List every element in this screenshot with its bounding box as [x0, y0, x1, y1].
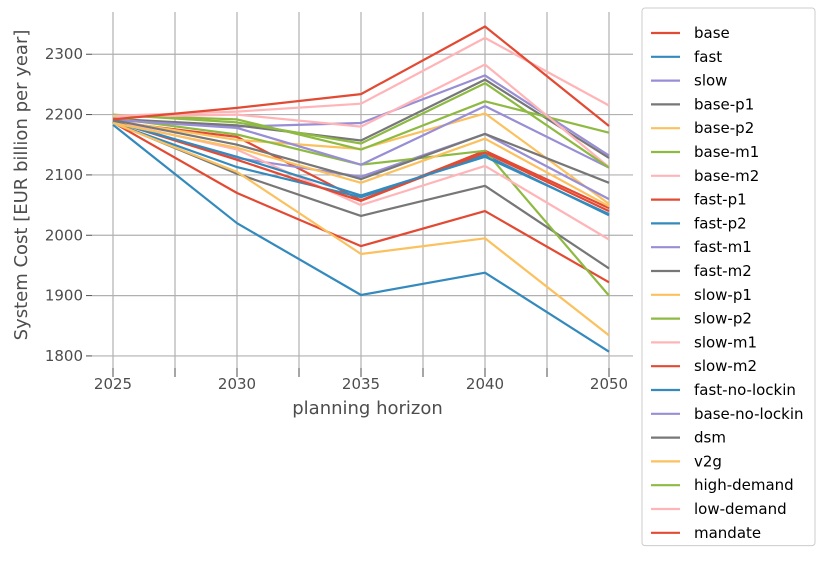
y-tick-label: 2200 [45, 106, 83, 124]
series-line-base-p1 [112, 78, 610, 159]
legend-label-slow-p1: slow-p1 [694, 286, 752, 304]
legend-label-fast-p1: fast-p1 [694, 191, 747, 209]
legend-label-slow: slow [694, 72, 727, 90]
axes: 2025 2030 2035 2040 2050 1800 1900 2000 2100 220… [11, 30, 628, 419]
y-tick-label: 2100 [45, 166, 83, 184]
series-line-fast-no-lockin [112, 120, 610, 216]
legend-label-fast: fast [694, 48, 722, 66]
legend-label-high-demand: high-demand [694, 476, 794, 494]
series-line-dsm [112, 118, 610, 184]
legend-box [641, 7, 816, 547]
legend-label-v2g: v2g [694, 452, 722, 470]
legend-label-base-no-lockin: base-no-lockin [694, 405, 804, 423]
legend-label-mandate: mandate [694, 524, 761, 542]
series-line-base-m2 [112, 63, 610, 168]
series-line-fast-p1 [112, 121, 610, 284]
y-tick-label: 2300 [45, 45, 83, 63]
x-axis-ticks: 2025 2030 2035 2040 2050 [94, 368, 628, 393]
legend-label-low-demand: low-demand [694, 500, 787, 518]
legend-label-base-m1: base-m1 [694, 143, 759, 161]
legend-label-fast-no-lockin: fast-no-lockin [694, 381, 796, 399]
series-line-fast [112, 123, 610, 353]
legend-label-slow-m2: slow-m2 [694, 357, 757, 375]
legend-label-fast-p2: fast-p2 [694, 214, 747, 232]
legend-label-base-p2: base-p2 [694, 119, 754, 137]
legend-label-slow-p2: slow-p2 [694, 310, 752, 328]
y-axis-label: System Cost [EUR billion per year] [11, 30, 32, 341]
x-tick-label: 2050 [590, 375, 628, 393]
x-axis-label: planning horizon [292, 398, 443, 419]
series-line-high-demand [112, 82, 610, 169]
legend-label-base-p1: base-p1 [694, 95, 754, 113]
y-tick-label: 2000 [45, 226, 83, 244]
legend-label-dsm: dsm [694, 429, 726, 447]
x-tick-label: 2035 [342, 375, 380, 393]
x-tick-label: 2025 [94, 375, 132, 393]
legend-label-fast-m1: fast-m1 [694, 238, 752, 256]
y-tick-label: 1900 [45, 287, 83, 305]
series-line-slow-m2 [112, 120, 610, 213]
x-tick-label: 2040 [466, 375, 504, 393]
legend-label-base-m2: base-m2 [694, 167, 759, 185]
x-tick-label: 2030 [218, 375, 256, 393]
legend: base fast slow base-p1 base-p2 base-m1 base-m2… [641, 7, 816, 547]
legend-label-fast-m2: fast-m2 [694, 262, 752, 280]
series-line-v2g [112, 121, 610, 208]
series-lines [112, 25, 610, 353]
series-line-mandate [112, 25, 610, 127]
series-line-base-no-lockin [112, 104, 610, 169]
series-line-slow-p1 [112, 121, 610, 337]
y-tick-label: 1800 [45, 347, 83, 365]
y-axis-ticks: 1800 1900 2000 2100 2200 2300 [45, 45, 92, 365]
legend-label-base: base [694, 24, 730, 42]
legend-label-slow-m1: slow-m1 [694, 333, 757, 351]
